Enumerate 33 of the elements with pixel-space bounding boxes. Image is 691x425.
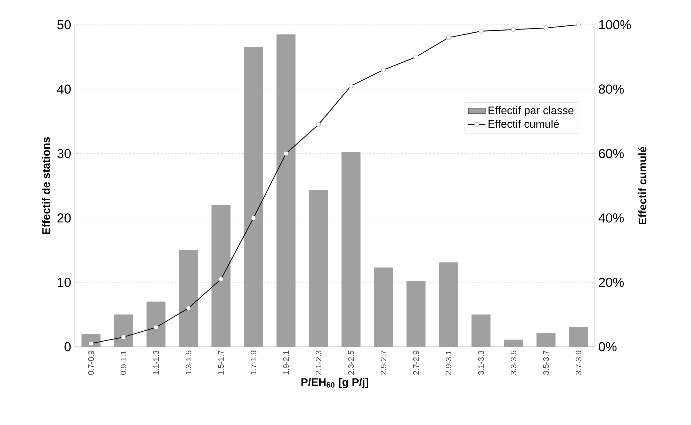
bar xyxy=(439,262,458,347)
y2-tick-label: 60% xyxy=(599,149,624,158)
bar xyxy=(114,314,134,347)
y-tick-label: 20 xyxy=(58,214,71,223)
bar xyxy=(536,333,556,347)
y-tick-label: 30 xyxy=(58,149,71,158)
y2-tick-label: 20% xyxy=(599,278,624,288)
bar xyxy=(212,205,231,347)
bar xyxy=(342,152,361,347)
bar xyxy=(146,302,166,347)
y-tick-label: 40 xyxy=(57,84,71,94)
bar xyxy=(472,314,491,347)
y-tick-label: 0 xyxy=(64,342,71,352)
y-tick-label: 10 xyxy=(58,278,71,288)
x-axis-title: P/EH$_{60}$ [g P/j] xyxy=(302,378,368,388)
y2-tick-label: 0% xyxy=(599,342,617,352)
bar xyxy=(374,268,394,347)
bar xyxy=(82,334,101,347)
legend-label: Effectif par classe xyxy=(488,106,574,117)
bar xyxy=(179,250,198,347)
bar xyxy=(309,190,328,347)
bar xyxy=(504,340,524,347)
bar xyxy=(244,48,264,347)
y2-tick-label: 100% xyxy=(600,20,632,30)
bar xyxy=(406,281,426,347)
bar xyxy=(569,327,588,347)
legend-label: Effectif cumulé xyxy=(488,120,560,128)
y2-tick-label: 80% xyxy=(599,84,624,94)
y2-axis-title: Effectif cumulé xyxy=(638,147,647,225)
y-axis-title: Effectif de stations xyxy=(42,137,50,234)
y-tick-label: 50 xyxy=(58,20,71,30)
bar xyxy=(276,34,296,347)
y2-tick-label: 40% xyxy=(598,214,624,223)
